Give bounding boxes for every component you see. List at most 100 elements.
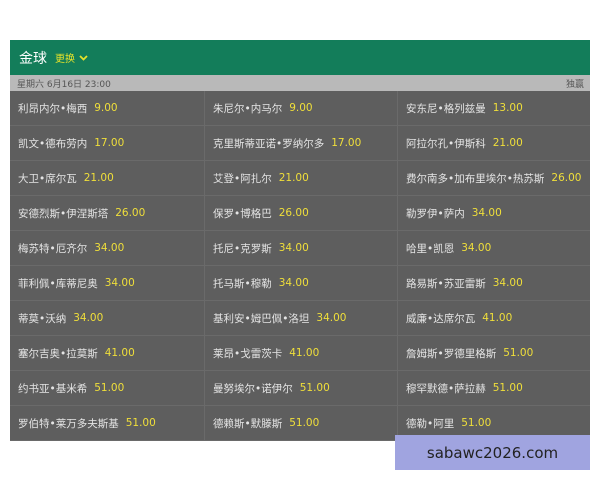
player-name: 凯文•德布劳内 <box>18 137 88 150</box>
player-name: 安德烈斯•伊涅斯塔 <box>18 207 109 220</box>
player-name: 罗伯特•莱万多夫斯基 <box>18 417 119 430</box>
player-name: 蒂莫•沃纳 <box>18 312 67 325</box>
player-odds: 13.00 <box>492 102 523 114</box>
player-odds: 17.00 <box>331 137 362 149</box>
player-odds-cell[interactable]: 托尼•克罗斯 34.00 <box>205 231 398 266</box>
player-odds: 41.00 <box>289 347 320 359</box>
player-odds-cell[interactable]: 托马斯•穆勒 34.00 <box>205 266 398 301</box>
player-odds: 26.00 <box>115 207 146 219</box>
player-odds: 21.00 <box>278 172 309 184</box>
player-odds: 51.00 <box>94 382 125 394</box>
panel-title: 金球 <box>19 50 47 67</box>
player-odds-cell[interactable]: 蒂莫•沃纳 34.00 <box>10 301 205 336</box>
player-name: 艾登•阿扎尔 <box>213 172 272 185</box>
player-odds-cell[interactable]: 凯文•德布劳内 17.00 <box>10 126 205 161</box>
player-odds-cell[interactable]: 约书亚•基米希 51.00 <box>10 371 205 406</box>
player-name: 哈里•凯恩 <box>406 242 455 255</box>
switch-label: 更换 <box>55 54 75 65</box>
player-odds: 34.00 <box>73 312 104 324</box>
player-odds: 17.00 <box>94 137 125 149</box>
player-odds-cell[interactable]: 梅苏特•厄齐尔 34.00 <box>10 231 205 266</box>
player-odds: 41.00 <box>482 312 513 324</box>
player-odds-cell[interactable]: 阿拉尔孔•伊斯科 21.00 <box>398 126 590 161</box>
player-odds: 34.00 <box>278 277 309 289</box>
player-odds-cell[interactable]: 朱尼尔•内马尔 9.00 <box>205 91 398 126</box>
chevron-down-icon <box>79 54 88 61</box>
player-name: 穆罕默德•萨拉赫 <box>406 382 486 395</box>
player-odds: 34.00 <box>461 242 492 254</box>
player-name: 托马斯•穆勒 <box>213 277 272 290</box>
player-odds: 34.00 <box>94 242 125 254</box>
player-odds-cell[interactable]: 艾登•阿扎尔 21.00 <box>205 161 398 196</box>
player-odds: 21.00 <box>492 137 523 149</box>
player-name: 德赖斯•默滕斯 <box>213 417 283 430</box>
player-name: 克里斯蒂亚诺•罗纳尔多 <box>213 137 325 150</box>
player-name: 托尼•克罗斯 <box>213 242 272 255</box>
player-name: 莱昂•戈雷茨卡 <box>213 347 283 360</box>
player-odds-cell[interactable]: 勒罗伊•萨内 34.00 <box>398 196 590 231</box>
player-odds-cell[interactable]: 保罗•博格巴 26.00 <box>205 196 398 231</box>
player-name: 菲利佩•库蒂尼奥 <box>18 277 98 290</box>
player-odds-cell[interactable]: 哈里•凯恩 34.00 <box>398 231 590 266</box>
player-name: 塞尔吉奥•拉莫斯 <box>18 347 98 360</box>
player-name: 安东尼•格列兹曼 <box>406 102 486 115</box>
player-odds: 34.00 <box>104 277 135 289</box>
odds-grid: 利昂内尔•梅西 9.00 朱尼尔•内马尔 9.00 安东尼•格列兹曼 13.00 凯文•德布… <box>10 91 590 441</box>
player-odds-cell[interactable]: 菲利佩•库蒂尼奥 34.00 <box>10 266 205 301</box>
player-odds-cell[interactable]: 克里斯蒂亚诺•罗纳尔多 17.00 <box>205 126 398 161</box>
watermark: sabawc2026.com <box>395 435 590 470</box>
player-odds: 51.00 <box>125 417 156 429</box>
player-odds-cell[interactable]: 罗伯特•莱万多夫斯基 51.00 <box>10 406 205 441</box>
player-odds: 34.00 <box>471 207 502 219</box>
player-odds-cell[interactable]: 大卫•席尔瓦 21.00 <box>10 161 205 196</box>
player-odds: 34.00 <box>316 312 347 324</box>
player-name: 路易斯•苏亚雷斯 <box>406 277 486 290</box>
player-odds: 51.00 <box>461 417 492 429</box>
player-odds-cell[interactable]: 莱昂•戈雷茨卡 41.00 <box>205 336 398 371</box>
player-odds-cell[interactable]: 安德烈斯•伊涅斯塔 26.00 <box>10 196 205 231</box>
player-name: 威廉•达席尔瓦 <box>406 312 476 325</box>
player-odds-cell[interactable]: 詹姆斯•罗德里格斯 51.00 <box>398 336 590 371</box>
player-odds: 51.00 <box>299 382 330 394</box>
player-odds: 21.00 <box>83 172 114 184</box>
player-odds-cell[interactable]: 安东尼•格列兹曼 13.00 <box>398 91 590 126</box>
player-name: 约书亚•基米希 <box>18 382 88 395</box>
player-odds-cell[interactable]: 费尔南多•加布里埃尔•热苏斯 26.00 <box>398 161 590 196</box>
player-name: 德勒•阿里 <box>406 417 455 430</box>
odds-panel: 金球 更换 星期六 6月16日 23:00 独赢 利昂内尔•梅西 9.00 朱尼尔•… <box>10 40 590 441</box>
player-odds-cell[interactable]: 路易斯•苏亚雷斯 34.00 <box>398 266 590 301</box>
player-odds: 41.00 <box>104 347 135 359</box>
player-odds: 34.00 <box>492 277 523 289</box>
player-odds: 9.00 <box>94 102 118 114</box>
player-name: 费尔南多•加布里埃尔•热苏斯 <box>406 172 545 185</box>
player-name: 勒罗伊•萨内 <box>406 207 465 220</box>
player-odds: 26.00 <box>551 172 582 184</box>
player-odds-cell[interactable]: 穆罕默德•萨拉赫 51.00 <box>398 371 590 406</box>
player-odds: 51.00 <box>503 347 534 359</box>
player-name: 大卫•席尔瓦 <box>18 172 77 185</box>
player-name: 基利安•姆巴佩•洛坦 <box>213 312 310 325</box>
player-odds-cell[interactable]: 德赖斯•默滕斯 51.00 <box>205 406 398 441</box>
player-name: 朱尼尔•内马尔 <box>213 102 283 115</box>
switch-button[interactable]: 更换 <box>55 50 88 65</box>
player-odds: 9.00 <box>289 102 313 114</box>
match-date: 星期六 6月16日 23:00 <box>17 79 111 90</box>
player-name: 利昂内尔•梅西 <box>18 102 88 115</box>
player-odds-cell[interactable]: 利昂内尔•梅西 9.00 <box>10 91 205 126</box>
player-name: 詹姆斯•罗德里格斯 <box>406 347 497 360</box>
panel-header: 金球 更换 <box>10 40 590 75</box>
date-bar: 星期六 6月16日 23:00 独赢 <box>10 75 590 91</box>
player-odds: 51.00 <box>492 382 523 394</box>
player-odds: 51.00 <box>289 417 320 429</box>
player-name: 阿拉尔孔•伊斯科 <box>406 137 486 150</box>
player-odds: 26.00 <box>278 207 309 219</box>
market-label: 独赢 <box>565 79 584 90</box>
player-odds-cell[interactable]: 基利安•姆巴佩•洛坦 34.00 <box>205 301 398 336</box>
player-name: 保罗•博格巴 <box>213 207 272 220</box>
player-odds: 34.00 <box>278 242 309 254</box>
player-odds-cell[interactable]: 塞尔吉奥•拉莫斯 41.00 <box>10 336 205 371</box>
player-name: 梅苏特•厄齐尔 <box>18 242 88 255</box>
player-odds-cell[interactable]: 曼努埃尔•诺伊尔 51.00 <box>205 371 398 406</box>
player-odds-cell[interactable]: 威廉•达席尔瓦 41.00 <box>398 301 590 336</box>
player-name: 曼努埃尔•诺伊尔 <box>213 382 293 395</box>
